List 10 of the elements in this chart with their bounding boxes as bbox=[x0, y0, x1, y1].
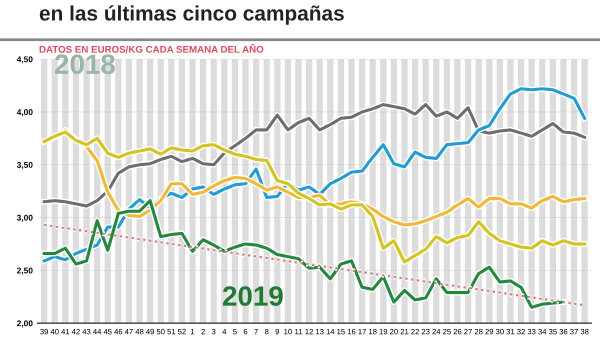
y-tick-label: 2,00 bbox=[17, 320, 33, 328]
y-tick-label: 3,50 bbox=[16, 162, 33, 170]
annotation: 2018 bbox=[54, 54, 115, 74]
y-tick-label: 2,50 bbox=[17, 268, 33, 275]
y-tick-label: 4,50 bbox=[16, 56, 33, 64]
chart-title: en las últimas cinco campañas bbox=[40, 5, 344, 25]
y-tick-label: 3,00 bbox=[16, 214, 33, 222]
annotation: 2019 bbox=[222, 286, 283, 306]
chart-subtitle: DATOS EN EUROS/KG CADA SEMANA DEL AÑO bbox=[40, 44, 264, 53]
y-tick-label: 4,00 bbox=[16, 109, 33, 116]
